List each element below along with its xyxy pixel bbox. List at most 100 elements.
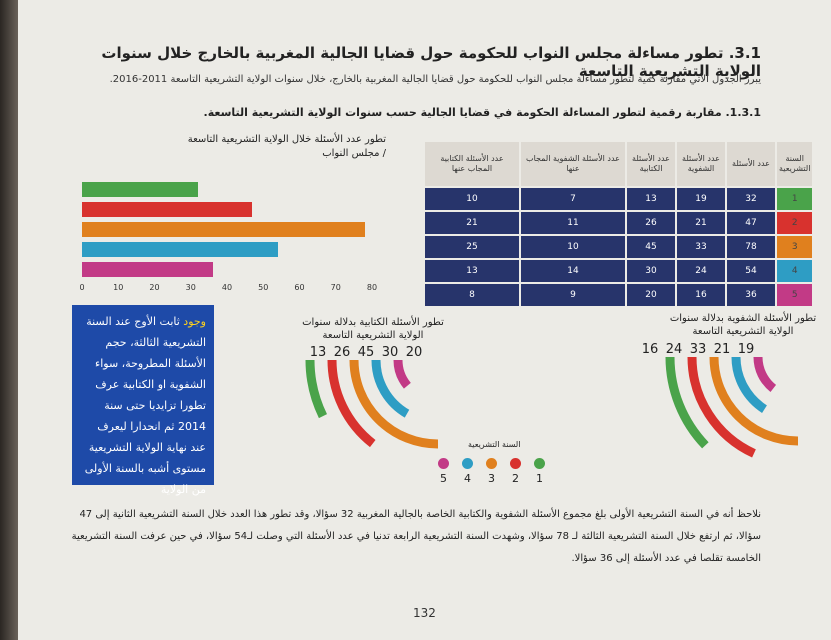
x-tick-label: 50: [258, 283, 269, 292]
arc-number: 21: [713, 342, 731, 357]
summary-box: وجود ثابت الأوج عند السنة التشريعية الثا…: [72, 305, 214, 496]
bar-year-4: [82, 242, 278, 257]
arc-number: 26: [333, 345, 351, 360]
legend-dot-year-5: [438, 458, 449, 469]
table-cell-total: 47: [725, 210, 777, 236]
intro-paragraph: يبرز الجدول الآتي مقارنة كمية لتطور مساء…: [109, 74, 761, 85]
arc-year-1: [665, 357, 709, 449]
legend-label: 1: [536, 472, 543, 485]
x-tick-label: 20: [149, 283, 160, 292]
bar-year-5: [82, 262, 213, 277]
table-cell-oral-answered: 9: [519, 282, 627, 308]
table-cell-written-answered: 21: [423, 210, 521, 236]
table-cell-year: 3: [774, 234, 815, 260]
table-row: 2 47 21 26 11 21: [423, 210, 815, 236]
table-cell-written: 20: [625, 282, 677, 308]
summary-text: ثابت الأوج عند السنة التشريعية الثالثة، …: [84, 315, 206, 496]
bar-year-3: [82, 222, 365, 237]
table-header-row: السنة التشريعية عدد الأسئلة عدد الأسئلة …: [423, 140, 815, 188]
arc-number: 20: [405, 345, 423, 360]
table-cell-total: 54: [725, 258, 777, 284]
table-cell-oral: 24: [675, 258, 727, 284]
legend-label: 2: [512, 472, 519, 485]
written-arc-chart: [305, 360, 439, 449]
table-row: 4 54 24 30 14 13: [423, 258, 815, 284]
book-spine: [0, 0, 18, 640]
subsection-heading: 1.3.1. مقاربة رقمية لتطور المساءلة الحكو…: [203, 106, 761, 119]
oral-arc-chart: [665, 357, 799, 458]
table-cell-oral: 21: [675, 210, 727, 236]
oral-chart-numbers: 16 24 33 21 19: [638, 342, 758, 357]
table-cell-oral: 19: [675, 186, 727, 212]
table-cell-written: 45: [625, 234, 677, 260]
table-cell-oral-answered: 11: [519, 210, 627, 236]
book-page: 3.1. تطور مساءلة مجلس النواب للحكومة حول…: [18, 0, 831, 640]
arc-number: 45: [357, 345, 375, 360]
legend-title: السنة التشريعية: [468, 440, 521, 449]
table-cell-written-answered: 8: [423, 282, 521, 308]
arc-number: 30: [381, 345, 399, 360]
table-cell-oral: 16: [675, 282, 727, 308]
table-cell-written: 30: [625, 258, 677, 284]
legend-dot-year-4: [462, 458, 473, 469]
x-tick-label: 30: [185, 283, 196, 292]
legend-label: 4: [464, 472, 471, 485]
questions-table: السنة التشريعية عدد الأسئلة عدد الأسئلة …: [423, 140, 815, 308]
arc-number: 33: [689, 342, 707, 357]
table-cell-oral-answered: 10: [519, 234, 627, 260]
table-header: عدد الأسئلة الكتابية: [625, 140, 677, 188]
arc-year-3: [349, 360, 439, 449]
arc-number: 24: [665, 342, 683, 357]
arc-year-4: [371, 360, 410, 418]
table-cell-written-answered: 10: [423, 186, 521, 212]
table-cell-written-answered: 13: [423, 258, 521, 284]
table-cell-written: 13: [625, 186, 677, 212]
table-cell-total: 36: [725, 282, 777, 308]
x-tick-label: 0: [79, 283, 85, 292]
x-tick-label: 80: [366, 283, 378, 292]
table-header: عدد الأسئلة: [725, 140, 777, 188]
legend-dot-year-2: [510, 458, 521, 469]
arc-year-3: [709, 357, 799, 446]
table-cell-year: 5: [774, 282, 815, 308]
table-row: 1 32 19 13 7 10: [423, 186, 815, 212]
table-cell-total: 78: [725, 234, 777, 260]
table-cell-written: 26: [625, 210, 677, 236]
legend-label: 5: [440, 472, 447, 485]
bar-chart-title: تطور عدد الأسئلة خلال الولاية التشريعية …: [187, 134, 386, 159]
arc-year-4: [731, 357, 768, 413]
bar-year-2: [82, 202, 253, 217]
arc-number: 16: [641, 342, 659, 357]
table-header: عدد الأسئلة الشفوية المجاب عنها: [519, 140, 627, 188]
table-row: 5 36 16 20 9 8: [423, 282, 815, 308]
table-header: عدد الأسئلة الشفوية: [675, 140, 727, 188]
arc-year-5: [393, 360, 411, 389]
arc-number: 13: [309, 345, 327, 360]
table-cell-year: 2: [774, 210, 815, 236]
conclusion-paragraph: نلاحظ أنه في السنة التشريعية الأولى بلغ …: [71, 509, 761, 564]
x-tick-label: 10: [113, 283, 124, 292]
oral-chart-title: تطور الأسئلة الشفوية بدلالة سنوات الولاي…: [669, 313, 817, 337]
written-chart-numbers: 13 26 45 30 20: [306, 345, 426, 360]
x-tick-label: 40: [221, 283, 233, 292]
arc-year-2: [687, 357, 756, 458]
table-cell-total: 32: [725, 186, 777, 212]
table-cell-year: 1: [774, 186, 815, 212]
page-number: 132: [413, 606, 436, 620]
table-row: 3 78 33 45 10 25: [423, 234, 815, 260]
table-cell-oral-answered: 14: [519, 258, 627, 284]
arc-year-1: [305, 360, 328, 419]
table-header: عدد الأسئلة الكتابية المجاب عنها: [423, 140, 521, 188]
table-cell-oral-answered: 7: [519, 186, 627, 212]
arc-year-2: [327, 360, 376, 448]
bar-year-1: [82, 182, 198, 197]
x-tick-label: 70: [330, 283, 341, 292]
legend-dot-year-3: [486, 458, 497, 469]
arc-year-5: [753, 357, 777, 392]
arc-number: 19: [737, 342, 755, 357]
table-cell-written-answered: 25: [423, 234, 521, 260]
section-heading: 3.1. تطور مساءلة مجلس النواب للحكومة حول…: [101, 44, 761, 80]
legend-label: 3: [488, 472, 495, 485]
summary-highlight: وجود: [183, 315, 206, 328]
table-cell-year: 4: [774, 258, 815, 284]
